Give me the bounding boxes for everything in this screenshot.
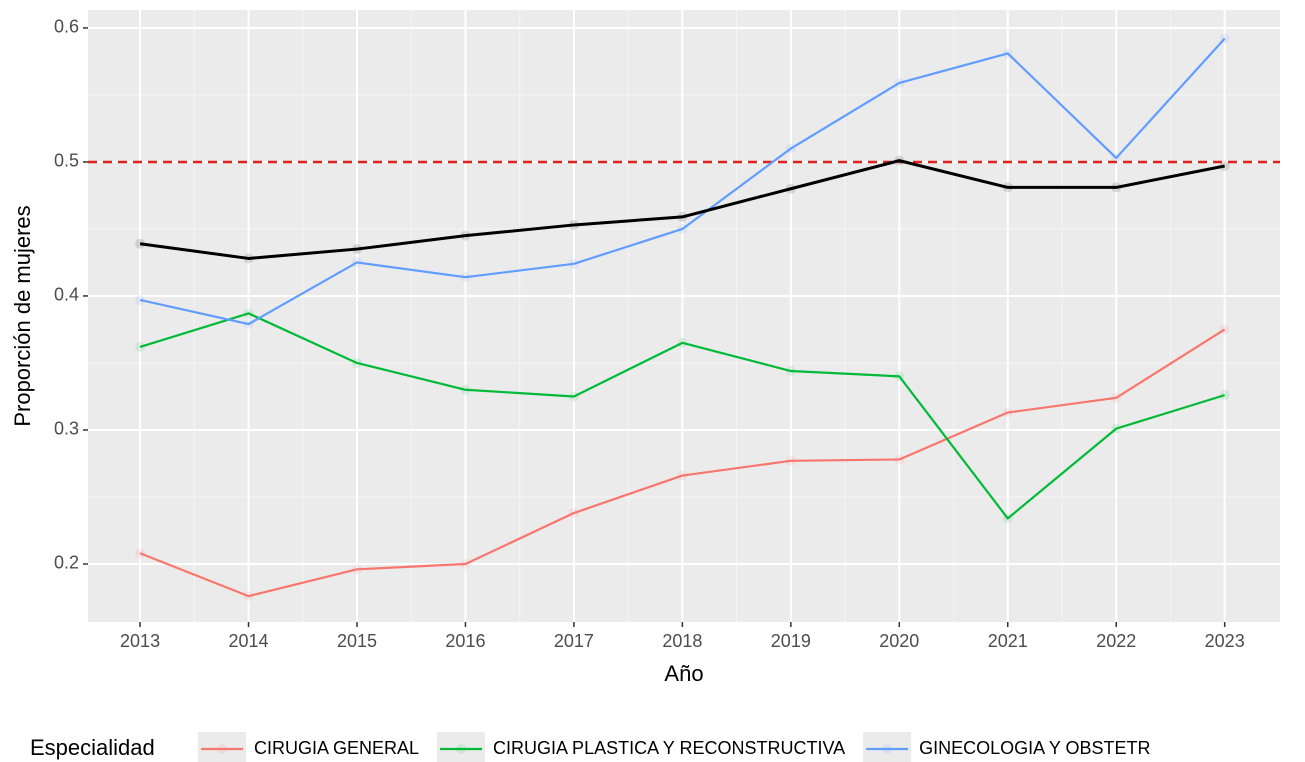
legend-key-bg — [198, 732, 246, 762]
legend-key-point — [217, 744, 227, 754]
legend-key-bg — [863, 732, 912, 762]
series-line — [139, 312, 1226, 520]
y-tick-label: 0.5 — [54, 151, 79, 171]
x-tick-label: 2013 — [120, 631, 160, 651]
series-line — [139, 159, 1225, 260]
x-tick-label: 2021 — [988, 631, 1028, 651]
x-tick-label: 2018 — [662, 631, 702, 651]
plot-panel — [88, 10, 1280, 622]
x-tick-label: 2017 — [554, 631, 594, 651]
x-tick-label: 2014 — [229, 631, 269, 651]
legend-label: CIRUGIA GENERAL — [254, 738, 419, 758]
legend-label: GINECOLOGIA Y OBSTETR — [919, 738, 1150, 758]
series-line — [139, 37, 1226, 326]
x-tick-label: 2023 — [1205, 631, 1245, 651]
legend-key-bg — [437, 732, 486, 762]
x-axis-title: Año — [664, 661, 703, 686]
legend-key-point — [882, 744, 893, 754]
y-tick-label: 0.6 — [54, 17, 79, 37]
legend-label: CIRUGIA PLASTICA Y RECONSTRUCTIVA — [493, 738, 845, 758]
legend-title: Especialidad — [30, 735, 155, 760]
x-tick-label: 2022 — [1096, 631, 1136, 651]
y-tick-label: 0.3 — [54, 419, 79, 439]
y-tick-label: 0.2 — [54, 553, 79, 573]
y-tick-label: 0.4 — [54, 285, 79, 305]
series-line — [139, 328, 1226, 598]
x-tick-label: 2016 — [445, 631, 485, 651]
x-tick-label: 2020 — [879, 631, 919, 651]
y-axis-title: Proporción de mujeres — [10, 205, 35, 426]
x-tick-label: 2019 — [771, 631, 811, 651]
x-tick-label: 2015 — [337, 631, 377, 651]
legend-key-point — [456, 744, 467, 754]
